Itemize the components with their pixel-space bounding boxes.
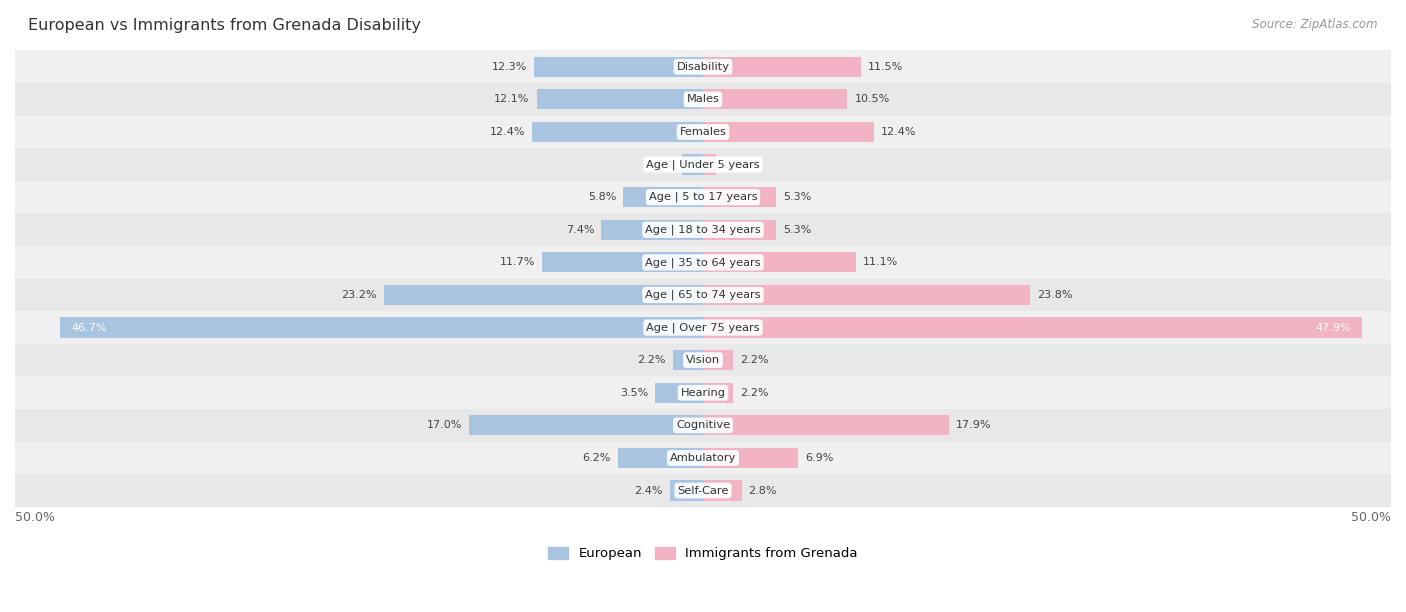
Bar (703, 416, 949, 436)
Bar (617, 448, 703, 468)
Bar (15, 246, 1391, 278)
Text: 12.4%: 12.4% (880, 127, 915, 137)
Text: 0.94%: 0.94% (723, 160, 758, 170)
Bar (703, 318, 1362, 338)
Bar (470, 416, 703, 436)
Text: Age | 18 to 34 years: Age | 18 to 34 years (645, 225, 761, 235)
Text: 2.8%: 2.8% (748, 485, 778, 496)
Bar (655, 382, 703, 403)
Text: Age | Under 5 years: Age | Under 5 years (647, 159, 759, 170)
Text: 50.0%: 50.0% (15, 511, 55, 524)
Text: Self-Care: Self-Care (678, 485, 728, 496)
Text: 5.8%: 5.8% (588, 192, 616, 202)
Text: 11.1%: 11.1% (863, 258, 898, 267)
Text: 2.4%: 2.4% (634, 485, 664, 496)
Bar (703, 187, 776, 207)
Bar (15, 376, 1391, 409)
Bar (15, 50, 1391, 83)
Bar (15, 181, 1391, 214)
Bar (703, 480, 741, 501)
Text: 2.2%: 2.2% (740, 388, 769, 398)
Text: 2.2%: 2.2% (637, 355, 666, 365)
Bar (703, 285, 1031, 305)
Bar (537, 89, 703, 110)
Bar (703, 89, 848, 110)
Bar (623, 187, 703, 207)
Text: 6.9%: 6.9% (804, 453, 834, 463)
Text: Hearing: Hearing (681, 388, 725, 398)
Text: 17.9%: 17.9% (956, 420, 991, 430)
Bar (15, 83, 1391, 116)
Bar (15, 116, 1391, 148)
Bar (703, 350, 734, 370)
Bar (15, 214, 1391, 246)
Text: 12.1%: 12.1% (495, 94, 530, 105)
Bar (533, 122, 703, 142)
Text: Males: Males (686, 94, 720, 105)
Bar (15, 344, 1391, 376)
Text: 10.5%: 10.5% (855, 94, 890, 105)
Text: Age | 35 to 64 years: Age | 35 to 64 years (645, 257, 761, 267)
Text: 3.5%: 3.5% (620, 388, 648, 398)
Text: 11.5%: 11.5% (868, 62, 904, 72)
Text: Ambulatory: Ambulatory (669, 453, 737, 463)
Bar (15, 312, 1391, 344)
Text: 12.3%: 12.3% (492, 62, 527, 72)
Bar (534, 57, 703, 77)
Text: Source: ZipAtlas.com: Source: ZipAtlas.com (1253, 18, 1378, 31)
Bar (703, 382, 734, 403)
Bar (541, 252, 703, 272)
Bar (703, 57, 862, 77)
Text: 46.7%: 46.7% (72, 323, 107, 332)
Text: 50.0%: 50.0% (1351, 511, 1391, 524)
Text: 5.3%: 5.3% (783, 225, 811, 235)
Text: 7.4%: 7.4% (565, 225, 595, 235)
Bar (384, 285, 703, 305)
Text: 6.2%: 6.2% (582, 453, 610, 463)
Text: 23.2%: 23.2% (342, 290, 377, 300)
Text: 2.2%: 2.2% (740, 355, 769, 365)
Text: 23.8%: 23.8% (1038, 290, 1073, 300)
Bar (671, 480, 703, 501)
Bar (15, 278, 1391, 312)
Text: 5.3%: 5.3% (783, 192, 811, 202)
Text: European vs Immigrants from Grenada Disability: European vs Immigrants from Grenada Disa… (28, 18, 422, 34)
Bar (703, 122, 873, 142)
Text: Vision: Vision (686, 355, 720, 365)
Text: 1.5%: 1.5% (647, 160, 675, 170)
Bar (60, 318, 703, 338)
Text: 17.0%: 17.0% (427, 420, 463, 430)
Bar (602, 220, 703, 240)
Bar (682, 154, 703, 174)
Bar (703, 220, 776, 240)
Text: 47.9%: 47.9% (1316, 323, 1351, 332)
Bar (15, 442, 1391, 474)
Legend: European, Immigrants from Grenada: European, Immigrants from Grenada (543, 542, 863, 565)
Text: Age | Over 75 years: Age | Over 75 years (647, 323, 759, 333)
Bar (15, 474, 1391, 507)
Text: Disability: Disability (676, 62, 730, 72)
Text: Cognitive: Cognitive (676, 420, 730, 430)
Bar (703, 252, 856, 272)
Bar (15, 148, 1391, 181)
Text: 12.4%: 12.4% (491, 127, 526, 137)
Bar (15, 409, 1391, 442)
Text: Age | 5 to 17 years: Age | 5 to 17 years (648, 192, 758, 203)
Text: Age | 65 to 74 years: Age | 65 to 74 years (645, 289, 761, 300)
Text: 11.7%: 11.7% (499, 258, 536, 267)
Bar (672, 350, 703, 370)
Bar (703, 154, 716, 174)
Text: Females: Females (679, 127, 727, 137)
Bar (703, 448, 799, 468)
